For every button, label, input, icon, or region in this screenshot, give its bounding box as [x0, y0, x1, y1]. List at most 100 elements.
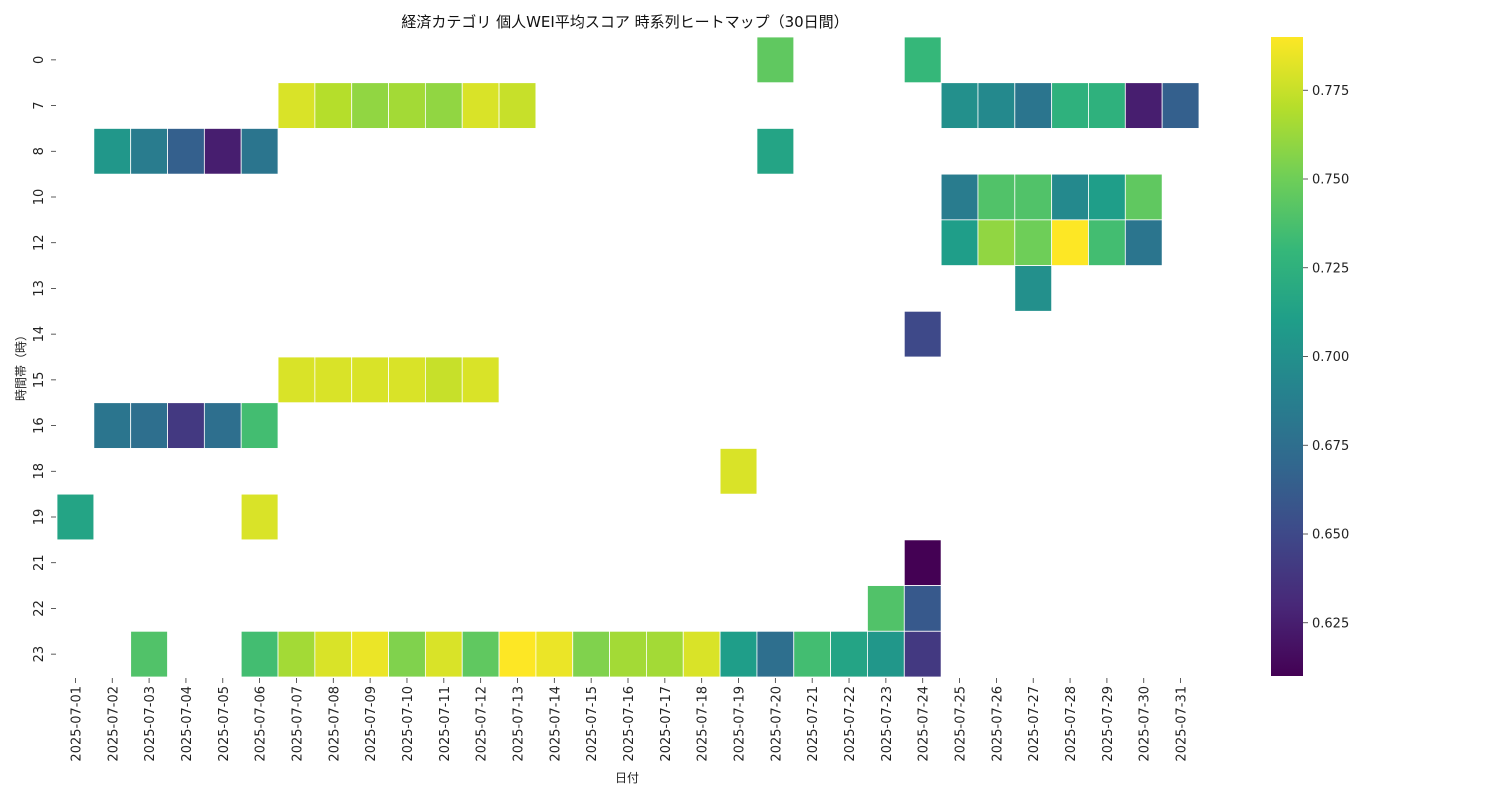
colorbar-tick-label: 0.625: [1312, 616, 1349, 631]
heatmap-cell: [1051, 173, 1089, 221]
heatmap-cell: [130, 630, 168, 678]
y-tick-label: 21: [32, 554, 47, 571]
x-tick-label: 2025-07-31: [1175, 686, 1190, 762]
heatmap-cell: [756, 630, 795, 678]
heatmap-cell: [1124, 173, 1163, 221]
x-tick-label: 2025-07-05: [217, 686, 232, 762]
heatmap-cell: [351, 82, 389, 129]
heatmap-cell: [719, 630, 758, 678]
x-tick-label: 2025-07-07: [290, 686, 305, 762]
y-tick-label: 19: [32, 509, 47, 526]
heatmap-cell: [1124, 219, 1163, 266]
heatmap-cell: [1051, 82, 1089, 129]
heatmap-cell: [572, 630, 610, 678]
x-tick-label: 2025-07-29: [1101, 686, 1116, 762]
heatmap-cell: [203, 402, 242, 449]
x-tick-label: 2025-07-03: [143, 686, 158, 762]
heatmap-cell: [240, 128, 279, 175]
heatmap-cell: [1124, 82, 1163, 129]
heatmap-cell: [203, 128, 242, 175]
x-tick-label: 2025-07-12: [475, 686, 490, 762]
colorbar-tick-label: 0.675: [1312, 439, 1349, 454]
heatmap-cell: [977, 219, 1016, 266]
x-tick-label: 2025-07-10: [401, 686, 416, 762]
x-tick-label: 2025-07-02: [106, 686, 121, 762]
heatmap-cell: [498, 82, 537, 129]
colorbar-tick-label: 0.725: [1312, 261, 1349, 276]
heatmap-cell: [93, 128, 132, 175]
heatmap-cell: [424, 82, 463, 129]
heatmap-cell: [314, 630, 353, 678]
y-axis: 0 7 8 10 12 13 14 15 16 18 19 21 22 23: [32, 56, 56, 663]
heatmap-cell: [461, 630, 500, 678]
colorbar-ticks: 0.625 0.650 0.675 0.700 0.725 0.750 0.775: [1303, 84, 1349, 631]
heatmap-cell: [277, 82, 316, 129]
heatmap-cell: [903, 36, 942, 84]
colorbar-rect: [1271, 37, 1303, 676]
heatmap-cell: [756, 36, 795, 84]
heatmap-cell: [1014, 219, 1053, 266]
heatmap-cell: [756, 128, 795, 175]
heatmap-cell: [167, 402, 205, 449]
x-tick-label: 2025-07-16: [622, 686, 637, 762]
heatmap-cell: [977, 173, 1016, 221]
heatmap-cell: [351, 356, 389, 404]
heatmap-cell: [351, 630, 389, 678]
heatmap-cell: [240, 630, 279, 678]
x-tick-label: 2025-07-30: [1138, 686, 1153, 762]
heatmap-cell: [388, 356, 426, 404]
heatmap-cell: [240, 493, 279, 541]
heatmap-cell: [388, 82, 426, 129]
x-axis: 2025-07-01 2025-07-02 2025-07-03 2025-07-04…: [69, 678, 1190, 762]
x-tick-label: 2025-07-19: [733, 686, 748, 762]
colorbar-tick-label: 0.700: [1312, 350, 1349, 365]
y-tick-label: 10: [32, 189, 47, 206]
x-tick-label: 2025-07-11: [438, 686, 453, 762]
heatmap-cell: [1088, 82, 1126, 129]
x-tick-label: 2025-07-25: [954, 686, 969, 762]
x-tick-label: 2025-07-26: [990, 686, 1005, 762]
x-tick-label: 2025-07-06: [254, 686, 269, 762]
y-tick-label: 14: [32, 326, 47, 343]
heatmap-cell: [903, 539, 942, 586]
heatmap-cell: [277, 630, 316, 678]
heatmap-cell: [940, 173, 979, 221]
colorbar-tick-label: 0.750: [1312, 173, 1349, 188]
heatmap-cell: [646, 630, 684, 678]
heatmap-cell: [277, 356, 316, 404]
heatmap-cell: [535, 630, 574, 678]
y-axis-label: 時間帯（時）: [14, 329, 28, 401]
heatmap-cell: [903, 585, 942, 632]
colorbar-tick-label: 0.775: [1312, 84, 1349, 99]
x-tick-label: 2025-07-01: [69, 686, 84, 762]
y-tick-label: 15: [32, 372, 47, 389]
y-tick-label: 12: [32, 234, 47, 251]
y-tick-label: 22: [32, 600, 47, 617]
x-axis-label: 日付: [615, 771, 639, 785]
heatmap-cell: [977, 82, 1016, 129]
heatmap-cell: [314, 356, 353, 404]
x-tick-label: 2025-07-27: [1027, 686, 1042, 762]
heatmap-cells: [56, 36, 1200, 678]
heatmap-cell: [903, 630, 942, 678]
x-tick-label: 2025-07-09: [364, 686, 379, 762]
x-tick-label: 2025-07-14: [548, 686, 563, 762]
heatmap-cell: [1161, 82, 1200, 129]
heatmap-cell: [1051, 219, 1089, 266]
colorbar-tick-label: 0.650: [1312, 528, 1349, 543]
chart-title: 経済カテゴリ 個人WEI平均スコア 時系列ヒートマップ（30日間）: [401, 13, 848, 31]
heatmap-cell: [56, 493, 95, 541]
x-tick-label: 2025-07-24: [917, 686, 932, 762]
heatmap-cell: [1014, 82, 1053, 129]
y-tick-label: 23: [32, 646, 47, 663]
heatmap-cell: [424, 356, 463, 404]
x-tick-label: 2025-07-23: [880, 686, 895, 762]
heatmap-cell: [1014, 265, 1053, 312]
heatmap-cell: [93, 402, 132, 449]
heatmap-cell: [130, 128, 168, 175]
heatmap-cell: [940, 219, 979, 266]
heatmap-cell: [1088, 219, 1126, 266]
heatmap-cell: [130, 402, 168, 449]
heatmap-cell: [167, 128, 205, 175]
